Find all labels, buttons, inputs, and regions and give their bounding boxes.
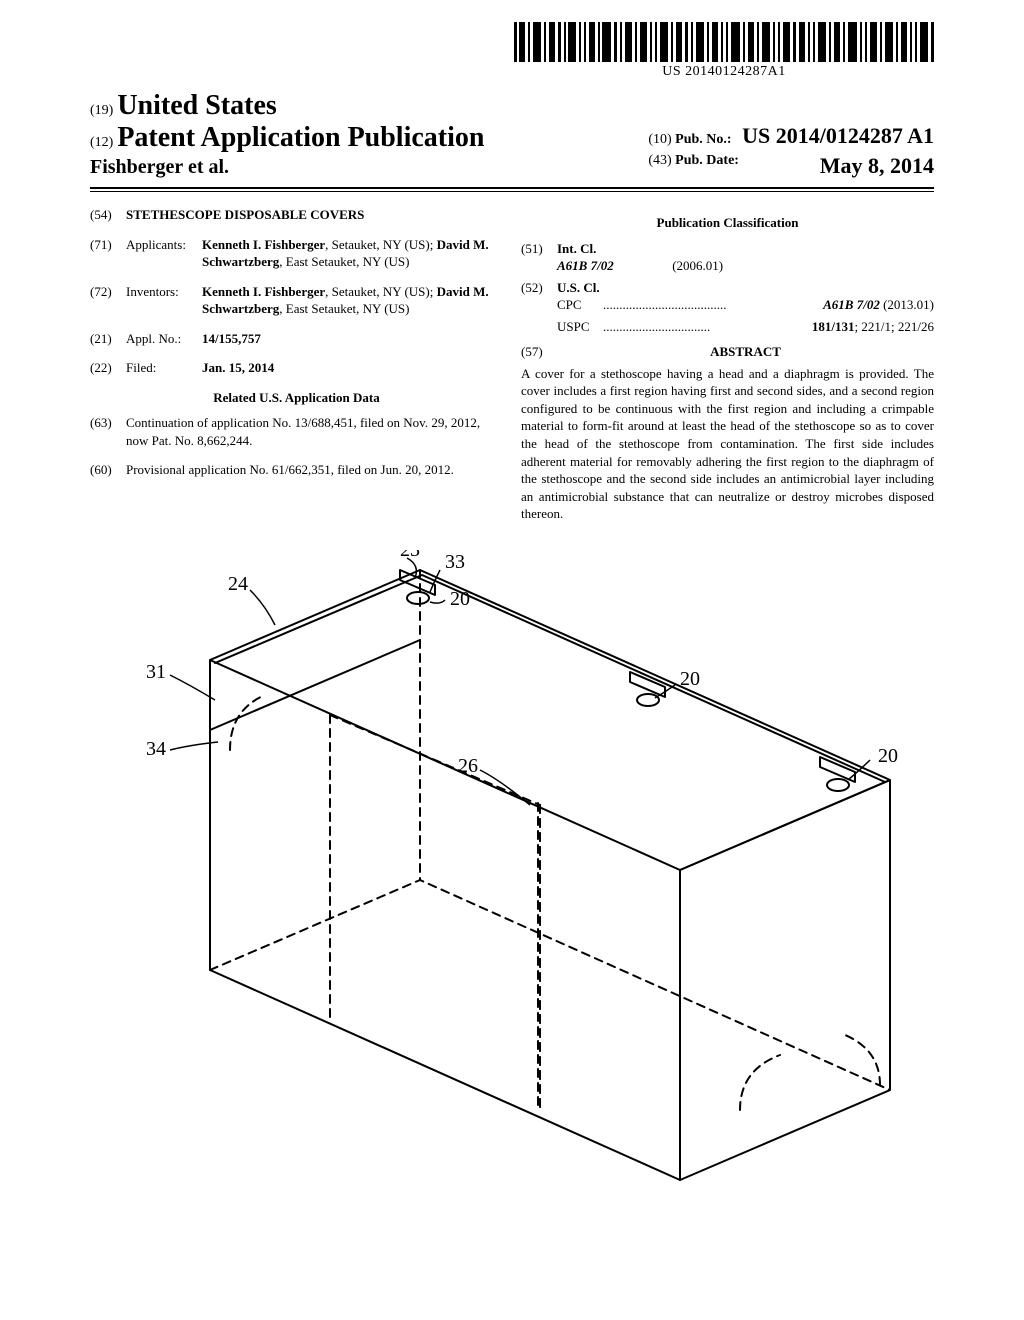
field-54: (54) STETHESCOPE DISPOSABLE COVERS xyxy=(90,206,503,224)
country-name: United States xyxy=(117,90,276,121)
code-52: (52) xyxy=(521,279,557,340)
divider-thick xyxy=(90,187,934,189)
code-22: (22) xyxy=(90,359,126,377)
value-52: U.S. Cl. CPC ...........................… xyxy=(557,279,934,340)
authors-header: Fishberger et al. xyxy=(90,156,484,179)
field-52: (52) U.S. Cl. CPC ......................… xyxy=(521,279,934,340)
applicant-name-1: Kenneth I. Fishberger xyxy=(202,237,325,252)
intcl-class: A61B 7/02 xyxy=(557,258,614,273)
value-60: Provisional application No. 61/662,351, … xyxy=(126,461,503,479)
pub-no-value: US 2014/0124287 A1 xyxy=(742,123,934,148)
fig-label-31: 31 xyxy=(146,661,166,683)
cpc-dots: ...................................... xyxy=(603,296,823,314)
value-72: Kenneth I. Fishberger, Setauket, NY (US)… xyxy=(202,283,503,318)
applicant-loc-1: , Setauket, NY (US); xyxy=(325,237,436,252)
value-21: 14/155,757 xyxy=(202,330,503,348)
related-app-title: Related U.S. Application Data xyxy=(90,389,503,407)
pub-date-label: Pub. Date: xyxy=(675,153,739,168)
field-60: (60) Provisional application No. 61/662,… xyxy=(90,461,503,479)
field-22: (22) Filed: Jan. 15, 2014 xyxy=(90,359,503,377)
barcode-block: US 20140124287A1 xyxy=(514,22,934,80)
inventor-name-1: Kenneth I. Fishberger xyxy=(202,284,325,299)
fig-label-20a: 20 xyxy=(450,588,470,610)
inventor-loc-2: , East Setauket, NY (US) xyxy=(279,301,409,316)
left-column: (54) STETHESCOPE DISPOSABLE COVERS (71) … xyxy=(90,206,503,523)
label-51: Int. Cl. xyxy=(557,241,596,256)
code-19: (19) xyxy=(90,103,113,118)
code-60: (60) xyxy=(90,461,126,479)
label-21: Appl. No.: xyxy=(126,330,202,348)
barcode-text: US 20140124287A1 xyxy=(514,64,934,80)
code-51: (51) xyxy=(521,240,557,275)
code-72: (72) xyxy=(90,283,126,318)
applicant-loc-2: , East Setauket, NY (US) xyxy=(279,254,409,269)
inventor-loc-1: , Setauket, NY (US); xyxy=(325,284,436,299)
header-left: (19) United States (12) Patent Applicati… xyxy=(90,90,484,179)
header-block: (19) United States (12) Patent Applicati… xyxy=(90,90,934,179)
fig-label-23: 23 xyxy=(400,550,420,561)
uspc-extra: ; 221/1; 221/26 xyxy=(855,319,934,334)
code-43: (43) xyxy=(648,153,671,168)
value-22: Jan. 15, 2014 xyxy=(202,359,503,377)
uspc-dots: ................................. xyxy=(603,318,812,336)
value-71: Kenneth I. Fishberger, Setauket, NY (US)… xyxy=(202,236,503,271)
cpc-row: CPC ....................................… xyxy=(557,296,934,314)
field-57: (57) ABSTRACT xyxy=(521,343,934,361)
field-21: (21) Appl. No.: 14/155,757 xyxy=(90,330,503,348)
value-63: Continuation of application No. 13/688,4… xyxy=(126,414,503,449)
field-71: (71) Applicants: Kenneth I. Fishberger, … xyxy=(90,236,503,271)
fig-label-20b: 20 xyxy=(680,668,700,690)
code-71: (71) xyxy=(90,236,126,271)
code-10: (10) xyxy=(648,132,671,147)
field-51: (51) Int. Cl. A61B 7/02 (2006.01) xyxy=(521,240,934,275)
abstract-label: ABSTRACT xyxy=(557,343,934,361)
uspc-value-wrap: 181/131; 221/1; 221/26 xyxy=(812,318,934,336)
publication-type: Patent Application Publication xyxy=(117,122,484,153)
cpc-year: (2013.01) xyxy=(880,297,934,312)
title-54: STETHESCOPE DISPOSABLE COVERS xyxy=(126,206,503,224)
divider-thin xyxy=(90,191,934,192)
barcode-image xyxy=(514,22,934,62)
figure-svg: 23 33 20 20 20 24 31 34 26 xyxy=(100,550,930,1270)
field-72: (72) Inventors: Kenneth I. Fishberger, S… xyxy=(90,283,503,318)
label-22: Filed: xyxy=(126,359,202,377)
fig-label-33: 33 xyxy=(445,551,465,573)
code-12: (12) xyxy=(90,135,113,150)
label-52: U.S. Cl. xyxy=(557,280,600,295)
cpc-label: CPC xyxy=(557,296,603,314)
pub-no-label: Pub. No.: xyxy=(675,132,731,147)
fig-label-26: 26 xyxy=(458,755,478,777)
fig-label-34: 34 xyxy=(146,738,166,760)
body-columns: (54) STETHESCOPE DISPOSABLE COVERS (71) … xyxy=(90,206,934,523)
code-21: (21) xyxy=(90,330,126,348)
code-54: (54) xyxy=(90,206,126,224)
uspc-value: 181/131 xyxy=(812,319,855,334)
classification-title: Publication Classification xyxy=(521,214,934,232)
header-right: (10) Pub. No.: US 2014/0124287 A1 (43) P… xyxy=(648,123,934,179)
field-63: (63) Continuation of application No. 13/… xyxy=(90,414,503,449)
patent-figure: 23 33 20 20 20 24 31 34 26 xyxy=(100,550,930,1270)
abstract-text: A cover for a stethoscope having a head … xyxy=(521,365,934,523)
label-72: Inventors: xyxy=(126,283,202,318)
value-51: Int. Cl. A61B 7/02 (2006.01) xyxy=(557,240,934,275)
uspc-label: USPC xyxy=(557,318,603,336)
pub-date-value: May 8, 2014 xyxy=(820,153,934,179)
uspc-row: USPC ................................. 1… xyxy=(557,318,934,336)
label-71: Applicants: xyxy=(126,236,202,271)
intcl-year: (2006.01) xyxy=(672,258,723,273)
code-57: (57) xyxy=(521,343,557,361)
cpc-value: A61B 7/02 xyxy=(823,297,880,312)
code-63: (63) xyxy=(90,414,126,449)
right-column: Publication Classification (51) Int. Cl.… xyxy=(521,206,934,523)
fig-label-20c: 20 xyxy=(878,745,898,767)
cpc-value-wrap: A61B 7/02 (2013.01) xyxy=(823,296,934,314)
fig-label-24: 24 xyxy=(228,573,248,595)
